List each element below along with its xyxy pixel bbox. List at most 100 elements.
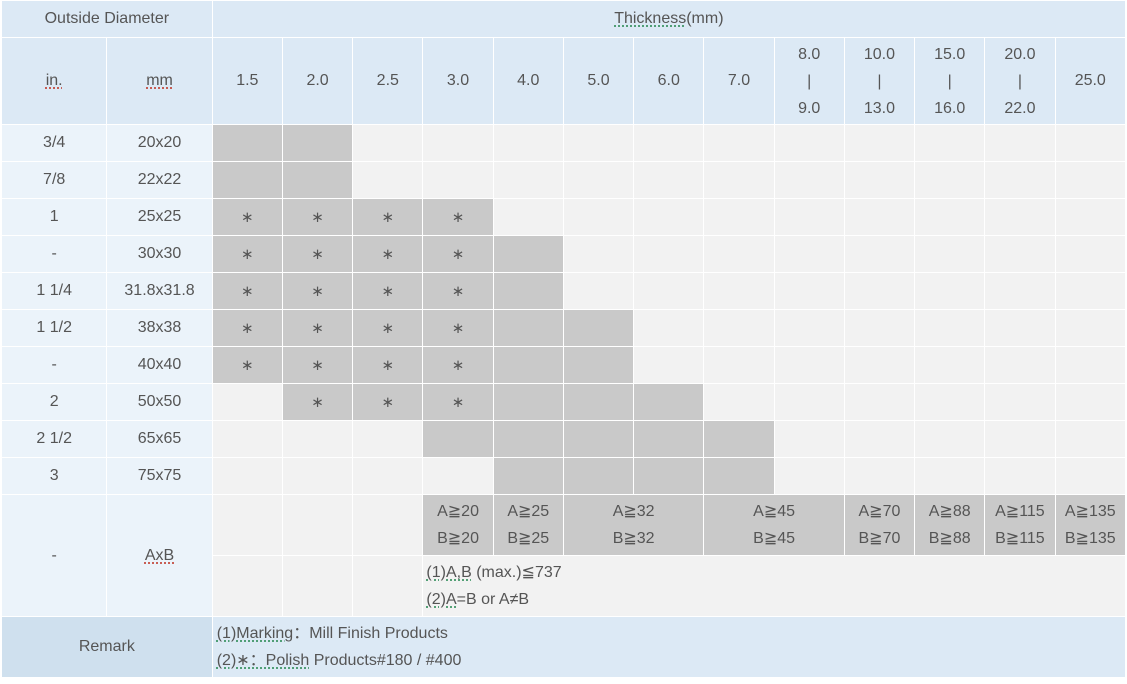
available-cell xyxy=(563,421,634,457)
unavailable-cell xyxy=(704,273,774,309)
unavailable-cell xyxy=(493,125,563,161)
unavailable-cell xyxy=(915,384,985,420)
polish-star-cell: ∗ xyxy=(353,199,423,235)
polish-star-cell: ∗ xyxy=(353,236,423,272)
unavailable-cell xyxy=(1055,421,1125,457)
unavailable-cell xyxy=(212,458,282,494)
available-cell xyxy=(493,458,563,494)
unavailable-cell xyxy=(915,125,985,161)
unavailable-cell xyxy=(634,273,704,309)
unavailable-cell xyxy=(1055,199,1125,235)
blank-cell xyxy=(353,556,423,616)
axb-min-a: A≧25 xyxy=(507,503,550,520)
table-row: -40x40 ∗ ∗ ∗ ∗ xyxy=(2,347,1125,383)
polish-star-cell: ∗ xyxy=(423,384,493,420)
unavailable-cell xyxy=(915,310,985,346)
blank-cell xyxy=(212,495,282,555)
available-cell xyxy=(563,347,634,383)
axb-in-cell: - xyxy=(2,495,107,616)
available-cell xyxy=(423,421,493,457)
size-mm-cell: 40x40 xyxy=(107,347,212,383)
size-in-cell: 1 1/2 xyxy=(2,310,107,346)
unavailable-cell xyxy=(704,199,774,235)
unavailable-cell xyxy=(563,162,634,198)
unavailable-cell xyxy=(212,421,282,457)
axb-min-a: A≧70 xyxy=(858,503,901,520)
size-mm-cell: 31.8x31.8 xyxy=(107,273,212,309)
thickness-col-header: 25.0 xyxy=(1055,38,1125,124)
unavailable-cell xyxy=(212,384,282,420)
polish-star-cell: ∗ xyxy=(282,199,353,235)
unavailable-cell xyxy=(282,421,353,457)
unavailable-cell xyxy=(774,347,844,383)
polish-star-cell: ∗ xyxy=(282,236,353,272)
table-row: 1 1/2 38x38 ∗ ∗ ∗ ∗ xyxy=(2,310,1125,346)
range-mid: | xyxy=(1017,72,1022,90)
polish-star-cell: ∗ xyxy=(282,384,353,420)
unavailable-cell xyxy=(704,125,774,161)
remark-line-2: (2)∗：Polish Products#180 / #400 xyxy=(216,652,462,669)
axb-min-b: B≧32 xyxy=(612,530,655,547)
table-row: 3/4 20x20 xyxy=(2,125,1125,161)
size-in-cell: 1 1/4 xyxy=(2,273,107,309)
axb-min-b: B≧45 xyxy=(753,530,796,547)
unavailable-cell xyxy=(282,458,353,494)
range-mid: | xyxy=(877,72,882,90)
axb-notes: (1)A,B (max.)≦737 (2)A=B or A≠B xyxy=(423,556,1125,616)
blank-cell xyxy=(353,495,423,555)
unavailable-cell xyxy=(985,458,1055,494)
thickness-col-header: 3.0 xyxy=(423,38,493,124)
range-top: 8.0 xyxy=(798,45,821,63)
thickness-col-header: 4.0 xyxy=(493,38,563,124)
axb-min-b: B≧88 xyxy=(928,530,971,547)
remark-text: (1)Marking：Mill Finish Products (2)∗：Pol… xyxy=(212,617,1125,677)
unavailable-cell xyxy=(1055,125,1125,161)
polish-star-cell: ∗ xyxy=(282,310,353,346)
thickness-col-header: 1.5 xyxy=(212,38,282,124)
axb-note-2: (2)A=B or A≠B xyxy=(426,591,530,608)
range-top: 20.0 xyxy=(1004,45,1036,63)
outside-diameter-header: Outside Diameter xyxy=(2,1,212,37)
axb-min-cell: A≧88 B≧88 xyxy=(915,495,985,555)
unavailable-cell xyxy=(985,162,1055,198)
unavailable-cell xyxy=(774,310,844,346)
unavailable-cell xyxy=(634,236,704,272)
size-in-cell: 7/8 xyxy=(2,162,107,198)
available-cell xyxy=(634,458,704,494)
unavailable-cell xyxy=(774,236,844,272)
range-bot: 22.0 xyxy=(1004,99,1036,117)
available-cell xyxy=(493,421,563,457)
unavailable-cell xyxy=(1055,347,1125,383)
polish-star-cell: ∗ xyxy=(423,236,493,272)
unavailable-cell xyxy=(704,236,774,272)
available-cell xyxy=(493,310,563,346)
thickness-col-header: 5.0 xyxy=(563,38,634,124)
unavailable-cell xyxy=(423,162,493,198)
range-top: 15.0 xyxy=(934,45,966,63)
available-cell xyxy=(563,384,634,420)
thickness-col-header: 6.0 xyxy=(634,38,704,124)
unavailable-cell xyxy=(774,421,844,457)
col-in-header: in. xyxy=(2,38,107,124)
available-cell xyxy=(563,310,634,346)
axb-min-b: B≧20 xyxy=(437,530,479,547)
unavailable-cell xyxy=(915,273,985,309)
thickness-unit: (mm) xyxy=(686,10,724,27)
unavailable-cell xyxy=(563,199,634,235)
axb-min-cell: A≧32 B≧32 xyxy=(563,495,704,555)
unavailable-cell xyxy=(985,384,1055,420)
size-mm-cell: 22x22 xyxy=(107,162,212,198)
unavailable-cell xyxy=(493,162,563,198)
thickness-header: Thickness(mm) xyxy=(212,1,1125,37)
range-top: 10.0 xyxy=(863,45,896,63)
available-cell xyxy=(282,162,353,198)
polish-star-cell: ∗ xyxy=(282,347,353,383)
polish-star-cell: ∗ xyxy=(353,310,423,346)
unavailable-cell xyxy=(634,162,704,198)
available-cell xyxy=(282,125,353,161)
axb-min-cell: A≧115 B≧115 xyxy=(985,495,1055,555)
size-mm-cell: 75x75 xyxy=(107,458,212,494)
axb-mm-cell: AxB xyxy=(107,495,212,616)
available-cell xyxy=(634,384,704,420)
